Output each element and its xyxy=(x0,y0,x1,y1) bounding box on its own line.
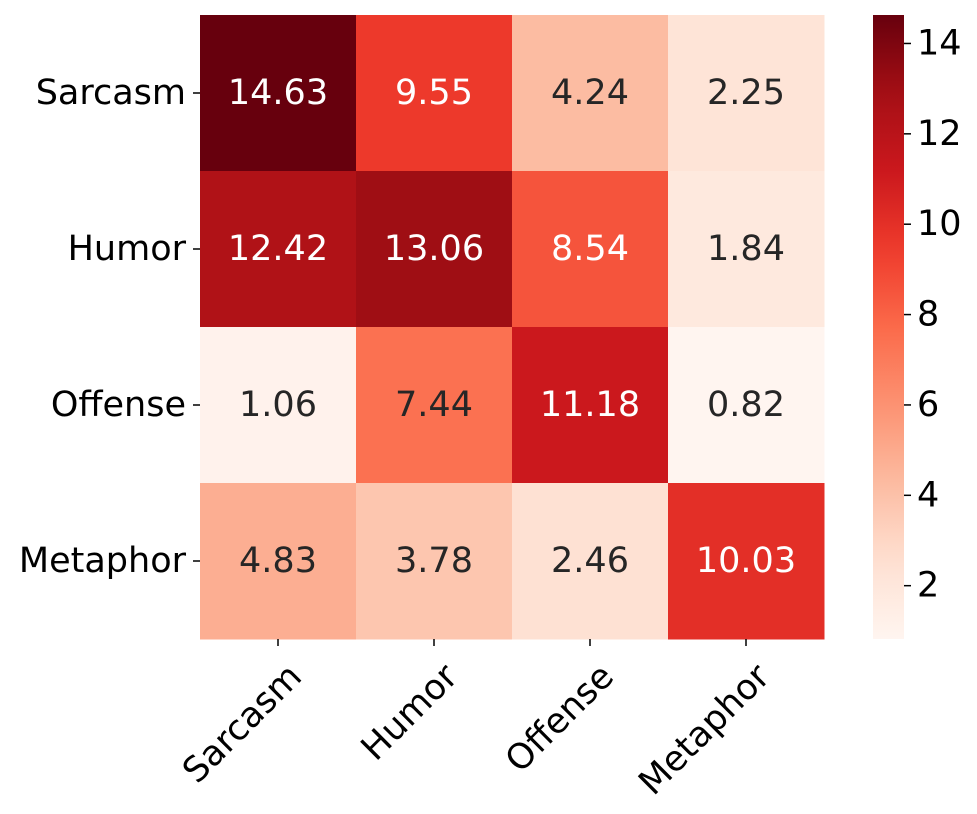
cell-value-offense-humor: 7.44 xyxy=(395,385,473,425)
cell-value-metaphor-offense: 2.46 xyxy=(551,541,629,581)
heatmap-cell-offense-metaphor xyxy=(668,327,825,484)
heatmap-cell-offense-humor xyxy=(356,327,513,484)
heatmap-cell-offense-offense xyxy=(512,327,669,484)
heatmap-cell-metaphor-offense xyxy=(512,483,669,640)
heatmap-cell-metaphor-metaphor xyxy=(668,483,825,640)
y-axis: Sarcasm Humor Offense Metaphor xyxy=(19,73,200,581)
x-tick-label-humor: Humor xyxy=(354,656,466,768)
heatmap-cell-humor-humor xyxy=(356,171,513,328)
cell-value-offense-sarcasm: 1.06 xyxy=(239,385,317,425)
cell-value-metaphor-humor: 3.78 xyxy=(395,541,473,581)
colorbar-tick-label: 10 xyxy=(917,204,962,244)
cell-value-humor-metaphor: 1.84 xyxy=(707,229,785,269)
cell-value-offense-offense: 11.18 xyxy=(540,385,640,425)
cell-value-sarcasm-offense: 4.24 xyxy=(551,73,629,113)
colorbar: 2 4 6 8 10 12 14 xyxy=(873,15,962,639)
colorbar-tick-label: 6 xyxy=(917,385,939,425)
x-tick-label-offense: Offense xyxy=(498,657,622,781)
cell-value-humor-sarcasm: 12.42 xyxy=(228,229,328,269)
x-tick-label-sarcasm: Sarcasm xyxy=(175,657,310,792)
heatmap-cell-sarcasm-metaphor xyxy=(668,15,825,172)
heatmap-cell-labels: 14.63 9.55 4.24 2.25 12.42 13.06 8.54 1.84 1.06 7… xyxy=(228,73,796,581)
colorbar-tick-label: 8 xyxy=(917,295,939,335)
colorbar-tick-label: 12 xyxy=(917,114,962,154)
colorbar-tick-label: 2 xyxy=(917,566,939,606)
heatmap-cell-offense-sarcasm xyxy=(200,327,357,484)
heatmap-cell-humor-metaphor xyxy=(668,171,825,328)
heatmap-cell-sarcasm-offense xyxy=(512,15,669,172)
cell-value-offense-metaphor: 0.82 xyxy=(707,385,785,425)
cell-value-humor-offense: 8.54 xyxy=(551,229,629,269)
cell-value-sarcasm-metaphor: 2.25 xyxy=(707,73,785,113)
x-axis: Sarcasm Humor Offense Metaphor xyxy=(175,639,778,803)
cell-value-metaphor-sarcasm: 4.83 xyxy=(239,541,317,581)
cell-value-humor-humor: 13.06 xyxy=(384,229,484,269)
x-tick-label-metaphor: Metaphor xyxy=(631,656,778,803)
y-tick-label-metaphor: Metaphor xyxy=(19,541,187,581)
heatmap-cells xyxy=(200,15,825,640)
heatmap-cell-sarcasm-humor xyxy=(356,15,513,172)
colorbar-gradient xyxy=(873,15,904,639)
y-tick-label-humor: Humor xyxy=(68,229,187,269)
y-tick-label-sarcasm: Sarcasm xyxy=(36,73,186,113)
y-tick-label-offense: Offense xyxy=(51,385,186,425)
heatmap-cell-metaphor-humor xyxy=(356,483,513,640)
heatmap-cell-humor-offense xyxy=(512,171,669,328)
colorbar-tick-label: 4 xyxy=(917,475,939,515)
cell-value-sarcasm-sarcasm: 14.63 xyxy=(228,73,328,113)
cell-value-metaphor-metaphor: 10.03 xyxy=(696,541,796,581)
heatmap-cell-sarcasm-sarcasm xyxy=(200,15,357,172)
cell-value-sarcasm-humor: 9.55 xyxy=(395,73,473,113)
heatmap-cell-metaphor-sarcasm xyxy=(200,483,357,640)
heatmap-cell-humor-sarcasm xyxy=(200,171,357,328)
colorbar-tick-label: 14 xyxy=(917,23,962,63)
